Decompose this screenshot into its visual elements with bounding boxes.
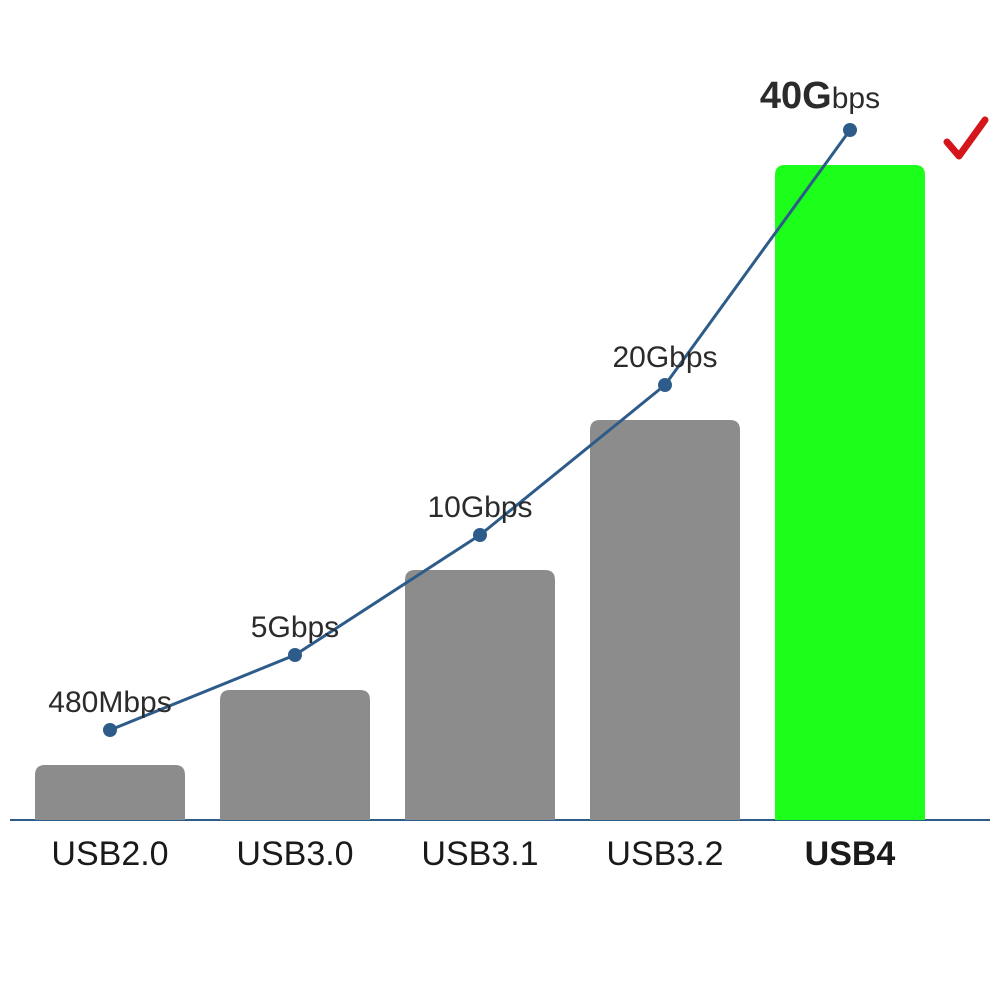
value-label: 10Gbps xyxy=(427,491,532,524)
value-label: 20Gbps xyxy=(612,341,717,374)
x-label: USB2.0 xyxy=(51,835,168,873)
bar-usb3-1 xyxy=(405,570,555,820)
x-label: USB4 xyxy=(805,835,896,873)
bar-usb4 xyxy=(775,165,925,820)
x-label: USB3.1 xyxy=(421,835,538,873)
line-marker xyxy=(473,528,487,542)
bar-usb3-2 xyxy=(590,420,740,820)
value-label: 5Gbps xyxy=(251,611,339,644)
line-marker xyxy=(843,123,857,137)
line-marker xyxy=(658,378,672,392)
value-label-highlight: 40Gbps xyxy=(760,75,880,117)
checkmark-icon xyxy=(947,120,985,156)
x-label: USB3.0 xyxy=(236,835,353,873)
usb-speed-chart: USB2.0 USB3.0 USB3.1 USB3.2 USB4 480Mbps 5Gbps… xyxy=(0,0,1000,1000)
line-marker xyxy=(103,723,117,737)
line-marker xyxy=(288,648,302,662)
bar-usb3-0 xyxy=(220,690,370,820)
x-label: USB3.2 xyxy=(606,835,723,873)
value-label: 480Mbps xyxy=(48,686,171,719)
bar-usb2-0 xyxy=(35,765,185,820)
